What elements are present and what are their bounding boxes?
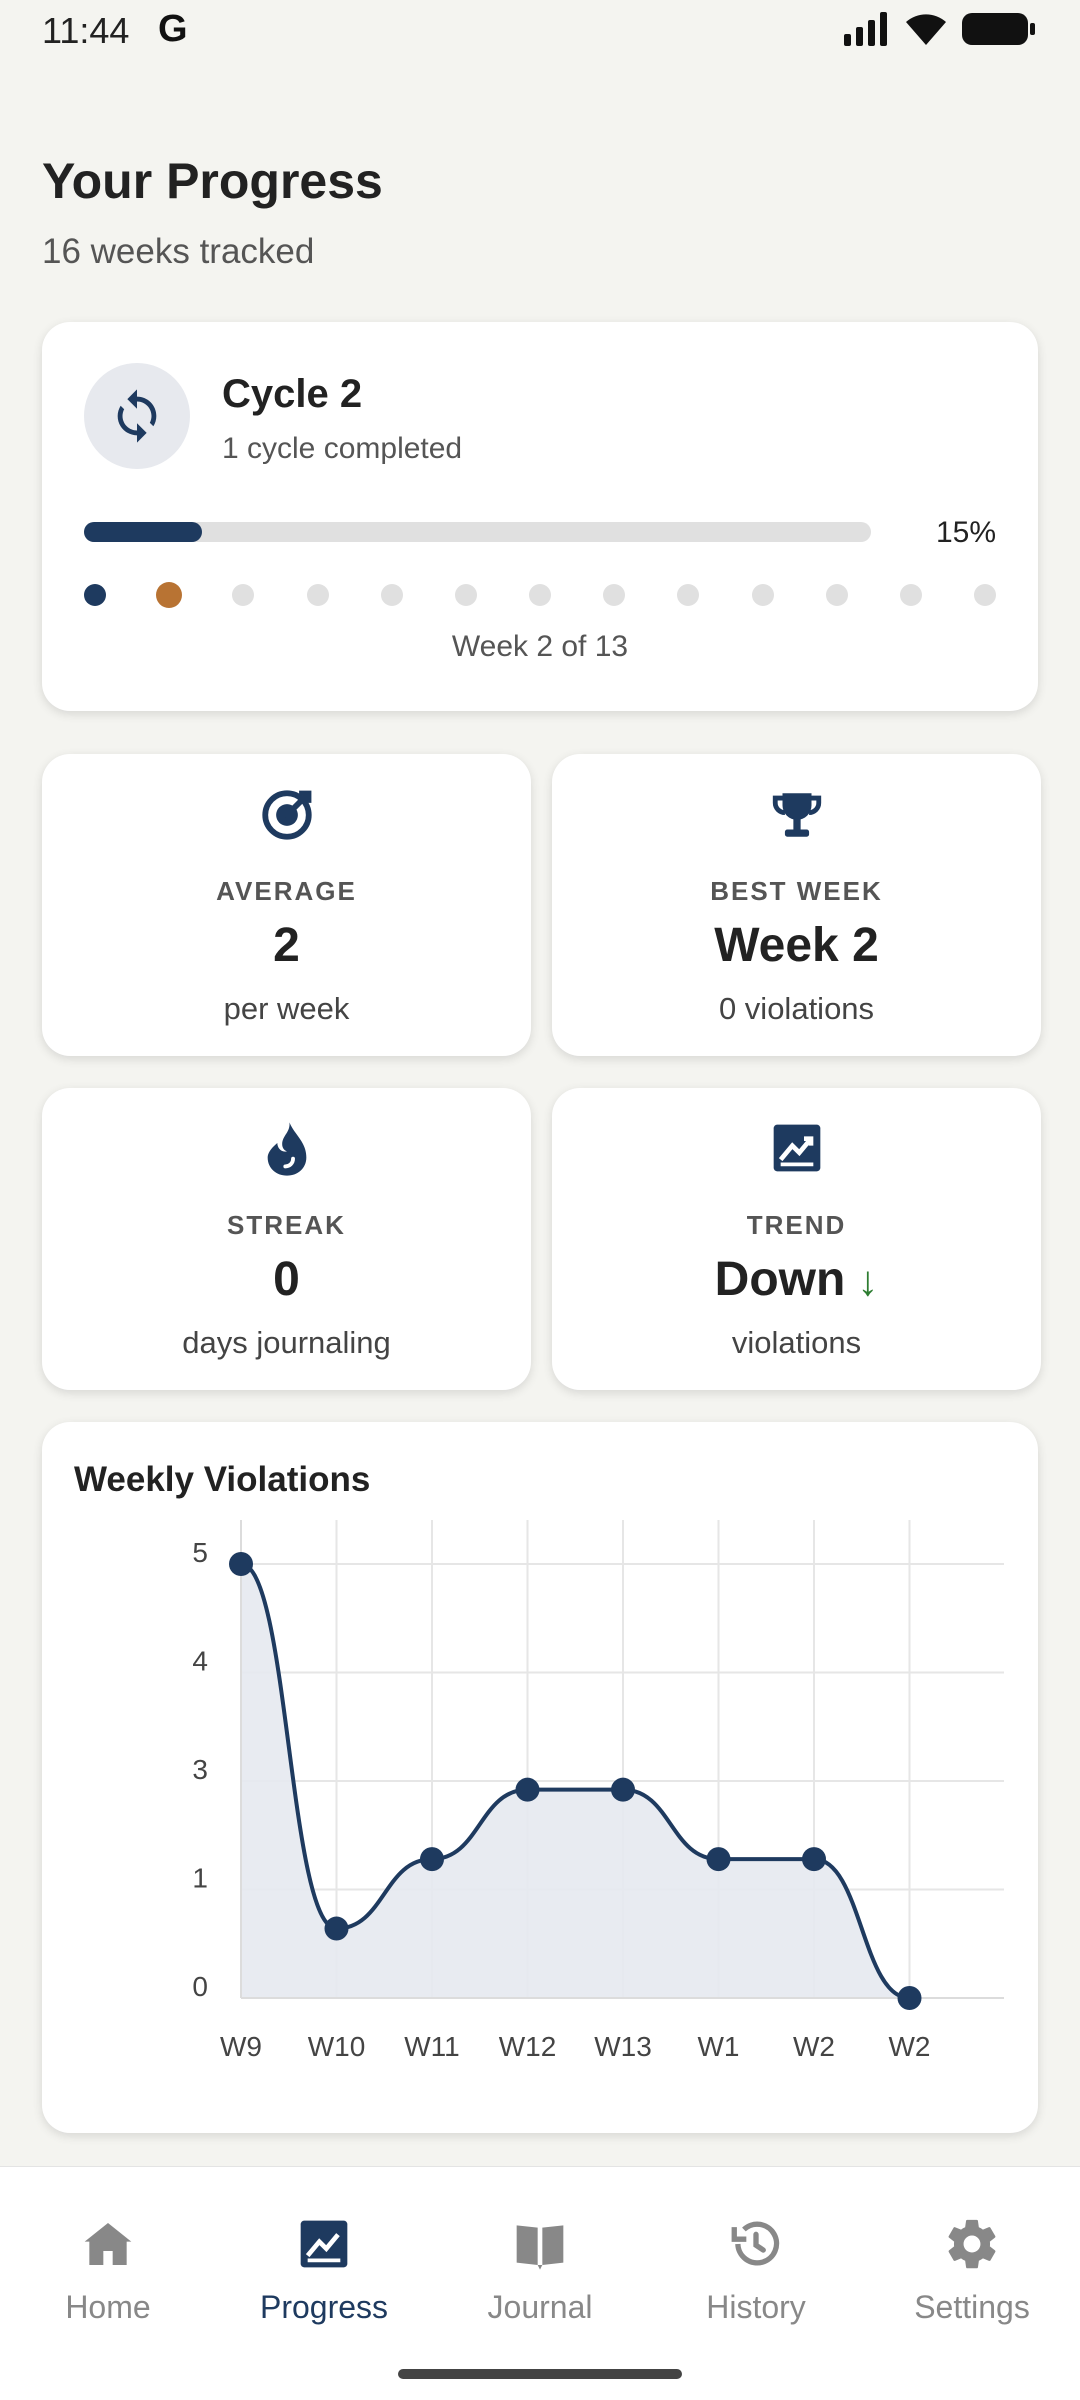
- nav-progress-label: Progress: [259, 2289, 389, 2325]
- flame-icon: [267, 1122, 306, 1176]
- streak-value: 0: [273, 1253, 300, 1306]
- nav-history-label: History: [706, 2289, 806, 2325]
- history-icon: [731, 2221, 780, 2266]
- chart-data-point: [897, 1986, 922, 2010]
- week-dot: [974, 584, 996, 606]
- chart-data-point: [611, 1777, 635, 1802]
- nav-progress[interactable]: Progress: [216, 2209, 432, 2326]
- trend-down-arrow-icon: ↓: [857, 1257, 879, 1304]
- progress-chart-icon: [300, 2220, 348, 2268]
- trend-chart-icon: [773, 1124, 820, 1172]
- nav-settings[interactable]: Settings: [864, 2209, 1080, 2326]
- nav-settings-label: Settings: [914, 2289, 1030, 2325]
- trophy-icon: [772, 793, 821, 837]
- chart-data-point: [515, 1777, 540, 1802]
- page-title: Your Progress: [42, 153, 383, 209]
- google-logo-icon: G: [158, 8, 188, 50]
- week-dot: [84, 584, 106, 606]
- cycle-subtitle: 1 cycle completed: [222, 432, 463, 465]
- week-dot: [306, 584, 329, 606]
- cycle-progress-fill: [84, 522, 203, 542]
- week-dot: [529, 584, 551, 606]
- cycle-card: Cycle 2 1 cycle completed 15% Week 2 of …: [42, 322, 1038, 711]
- week-dots: [84, 582, 996, 608]
- average-sub: per week: [223, 991, 350, 1026]
- chart-y-tick-label: 5: [192, 1537, 208, 1568]
- chart-x-tick-label: W10: [308, 2031, 366, 2062]
- nav-home[interactable]: Home: [0, 2209, 216, 2326]
- best-week-value: Week 2: [714, 919, 879, 972]
- trend-value: Down: [714, 1253, 846, 1306]
- book-icon: [516, 2225, 564, 2270]
- best-week-label: BEST WEEK: [710, 876, 883, 906]
- status-icons: [844, 12, 1036, 46]
- average-label: AVERAGE: [216, 876, 357, 906]
- cycle-progress-bar: [84, 522, 871, 542]
- average-value: 2: [273, 919, 300, 972]
- week-dot: [380, 584, 403, 606]
- cycle-progress-percent: 15%: [935, 516, 996, 549]
- trend-card: TREND Down ↓ violations: [552, 1088, 1041, 1390]
- week-label: Week 2 of 13: [451, 630, 629, 663]
- average-card: AVERAGE 2 per week: [42, 754, 531, 1056]
- bottom-nav: Home Progress Journal: [0, 2166, 1080, 2400]
- battery-icon: [962, 13, 1035, 45]
- chart-data-point: [324, 1916, 349, 1941]
- nav-journal-label: Journal: [487, 2289, 593, 2325]
- best-week-sub: 0 violations: [718, 991, 875, 1026]
- weekly-violations-card: Weekly Violations 0 1 3 4 5 W9 W10 W11 W12 W13 W1 W…: [42, 1422, 1038, 2133]
- home-icon: [84, 2223, 132, 2265]
- streak-card: STREAK 0 days journaling: [42, 1088, 531, 1390]
- chart-x-tick-label: W2: [793, 2031, 835, 2062]
- chart-x-tick-label: W2: [889, 2031, 931, 2062]
- cycle-icon-badge: [84, 363, 190, 469]
- status-bar: 11:44 G: [0, 0, 1080, 62]
- wifi-icon: [906, 14, 946, 45]
- chart-y-tick-label: 1: [192, 1863, 208, 1894]
- cycle-title: Cycle 2: [222, 372, 363, 416]
- week-dot: [751, 584, 774, 606]
- status-time: 11:44: [42, 10, 130, 51]
- nav-history[interactable]: History: [648, 2209, 864, 2326]
- week-dot: [232, 584, 255, 606]
- streak-label: STREAK: [227, 1210, 346, 1240]
- target-icon: [261, 790, 312, 840]
- trend-label: TREND: [746, 1210, 847, 1240]
- chart-x-tick-label: W12: [499, 2031, 557, 2062]
- signal-icon: [844, 12, 887, 46]
- trend-value-row: Down ↓: [552, 1252, 1041, 1307]
- week-dot: [603, 584, 626, 606]
- chart-data-point: [802, 1847, 826, 1872]
- chart-y-tick-label: 4: [192, 1646, 208, 1677]
- trend-sub: violations: [731, 1325, 862, 1360]
- gear-icon: [948, 2219, 996, 2269]
- weekly-violations-chart: 0 1 3 4 5 W9 W10 W11 W12 W13 W1 W2 W2: [192, 1520, 1004, 2062]
- chart-y-tick-label: 3: [192, 1754, 208, 1785]
- chart-area-fill: [241, 1564, 910, 1998]
- streak-sub: days journaling: [182, 1325, 391, 1360]
- chart-y-tick-label: 0: [192, 1971, 208, 2002]
- page-subtitle: 16 weeks tracked: [42, 232, 315, 271]
- week-dot: [899, 584, 922, 606]
- chart-x-tick-label: W13: [594, 2031, 652, 2062]
- best-week-card: BEST WEEK Week 2 0 violations: [552, 754, 1041, 1056]
- refresh-cycle-icon: [117, 389, 157, 443]
- chart-x-tick-label: W1: [698, 2031, 740, 2062]
- chart-data-point: [229, 1552, 253, 1576]
- home-indicator: [398, 2369, 682, 2379]
- week-dot: [677, 584, 700, 606]
- nav-home-label: Home: [65, 2289, 151, 2325]
- week-dot: [454, 584, 477, 606]
- week-dot: [156, 582, 183, 608]
- chart-data-point: [420, 1847, 444, 1872]
- chart-x-tick-label: W9: [220, 2031, 262, 2062]
- nav-journal[interactable]: Journal: [432, 2209, 648, 2326]
- week-dot: [825, 584, 848, 606]
- chart-data-point: [706, 1847, 731, 1872]
- chart-x-tick-label: W11: [404, 2031, 460, 2062]
- chart-title: Weekly Violations: [74, 1460, 371, 1499]
